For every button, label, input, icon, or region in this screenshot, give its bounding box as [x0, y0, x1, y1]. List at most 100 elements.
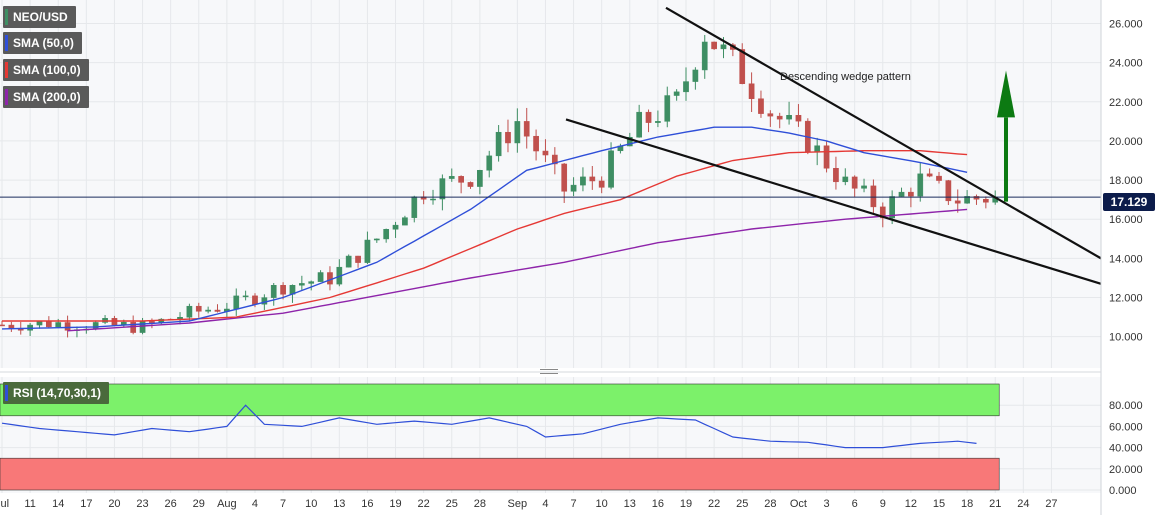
- candle-up: [242, 295, 249, 298]
- candle-up: [692, 69, 699, 82]
- x-tick-label: 15: [933, 498, 945, 510]
- candle-up: [570, 184, 577, 192]
- sma100-label: SMA (100,0): [13, 63, 81, 77]
- price-tick-label: 10.000: [1109, 332, 1143, 344]
- candle-down: [851, 176, 858, 189]
- candle-up: [233, 295, 240, 310]
- x-tick-label: 28: [474, 498, 486, 510]
- candle-down: [758, 98, 764, 114]
- candle-up: [720, 44, 727, 50]
- moving-averages: [0, 126, 1101, 332]
- breakout-arrow: [997, 70, 1015, 202]
- candle-up: [430, 198, 436, 201]
- x-tick-label: 4: [542, 498, 548, 510]
- pane-resize-handle[interactable]: [540, 369, 558, 374]
- current-price-badge: 17.129: [1103, 193, 1155, 211]
- x-tick-label: 16: [361, 498, 373, 510]
- wedge-upper-trendline: [665, 6, 1102, 260]
- rsi-tick-label: 0.000: [1109, 485, 1137, 497]
- candle-up: [477, 169, 483, 187]
- sma50-label: SMA (50,0): [13, 36, 74, 50]
- x-tick-label: Sep: [508, 498, 528, 510]
- candle-down: [467, 182, 474, 187]
- legend-sma200[interactable]: SMA (200,0): [3, 86, 89, 108]
- candle-up: [345, 255, 352, 268]
- legend-symbol[interactable]: NEO/USD: [3, 6, 76, 28]
- candle-down: [926, 173, 933, 177]
- candle-down: [739, 49, 746, 84]
- candle-down: [945, 180, 952, 202]
- candle-up: [655, 121, 661, 123]
- x-tick-label: 22: [418, 498, 430, 510]
- x-tick-label: 25: [736, 498, 748, 510]
- candle-down: [523, 121, 530, 137]
- overbought-zone: [0, 383, 1000, 417]
- candle-down: [327, 272, 333, 285]
- candle-up: [402, 217, 408, 226]
- rsi-tick-label: 80.000: [1109, 400, 1143, 412]
- candle-up: [139, 321, 146, 333]
- candle-down: [833, 168, 839, 183]
- candle-up: [664, 95, 671, 122]
- candle-up: [448, 176, 455, 179]
- x-tick-label: 11: [24, 498, 35, 510]
- candle-down: [252, 295, 258, 305]
- candle-down: [149, 321, 155, 323]
- candle-up: [786, 115, 792, 120]
- price-tick-label: 18.000: [1109, 175, 1143, 187]
- price-tick-label: 22.000: [1109, 97, 1143, 109]
- candle-up: [861, 185, 867, 189]
- x-tick-label: 21: [989, 498, 1001, 510]
- candle-down: [46, 320, 52, 328]
- candle-up: [205, 309, 211, 312]
- x-tick-label: 12: [905, 498, 917, 510]
- candle-up: [889, 196, 895, 219]
- candle-up: [626, 136, 633, 147]
- wedge-lower-trendline: [565, 118, 1102, 285]
- x-tick-label: 24: [1017, 498, 1029, 510]
- candle-down: [551, 154, 558, 165]
- x-tick-label: 20: [108, 498, 120, 510]
- candle-up: [683, 81, 689, 93]
- candle-up: [495, 131, 502, 157]
- candle-up: [486, 155, 493, 171]
- rsi-line: [1, 404, 977, 449]
- x-tick-label: 18: [961, 498, 973, 510]
- candle-up: [364, 239, 371, 263]
- sma50-line: [1, 126, 968, 330]
- candle-down: [711, 41, 717, 50]
- rsi-line: [1, 404, 977, 449]
- sma100-swatch: [5, 62, 8, 78]
- candle-down: [195, 305, 202, 312]
- candle-down: [823, 145, 830, 169]
- legend-sma100[interactable]: SMA (100,0): [3, 59, 89, 81]
- legend-sma50[interactable]: SMA (50,0): [3, 32, 82, 54]
- candle-up: [636, 111, 643, 138]
- x-tick-label: 13: [333, 498, 345, 510]
- x-tick-label: 10: [596, 498, 608, 510]
- x-tick-label: 16: [652, 498, 664, 510]
- candle-up: [308, 281, 315, 284]
- price-tick-label: 20.000: [1109, 136, 1143, 148]
- candle-down: [908, 191, 914, 197]
- candle-up: [898, 191, 905, 197]
- candle-up: [186, 305, 193, 318]
- candle-down: [879, 206, 886, 219]
- rsi-tick-label: 40.000: [1109, 443, 1143, 455]
- rsi-swatch: [5, 385, 8, 401]
- x-tick-label: 13: [624, 498, 636, 510]
- sma200-swatch: [5, 89, 8, 105]
- legend-rsi[interactable]: RSI (14,70,30,1): [3, 382, 110, 404]
- price-tick-label: 12.000: [1109, 293, 1143, 305]
- candle-up: [298, 283, 305, 286]
- x-tick-label: Jul: [0, 498, 9, 510]
- candle-up: [673, 91, 680, 96]
- price-pane[interactable]: [0, 0, 1101, 368]
- candle-up: [580, 176, 586, 186]
- candle-down: [0, 324, 5, 327]
- price-tick-label: 14.000: [1109, 253, 1143, 265]
- x-tick-label: 7: [280, 498, 286, 510]
- candle-down: [983, 199, 989, 203]
- candle-down: [954, 200, 961, 204]
